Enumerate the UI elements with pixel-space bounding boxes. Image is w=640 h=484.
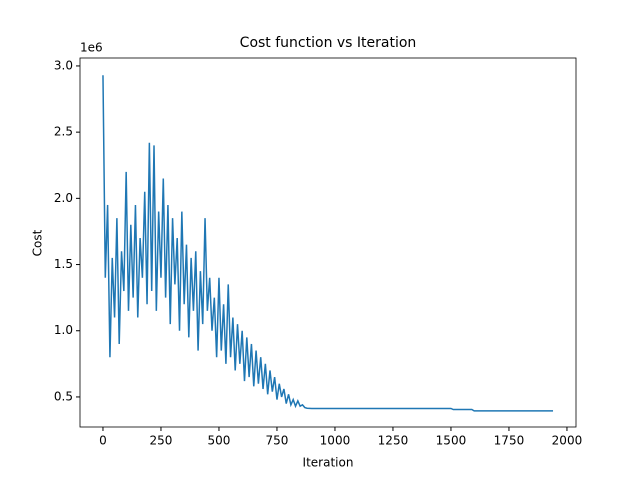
y-axis-label: Cost	[31, 229, 45, 256]
plot-frame	[79, 57, 577, 428]
x-tick-label: 500	[208, 434, 231, 448]
x-tick-label: 750	[266, 434, 289, 448]
y-offset-label: 1e6	[80, 41, 103, 55]
y-tick-label: 1.0	[54, 323, 73, 337]
x-axis-label: Iteration	[303, 456, 354, 470]
y-tick-label: 2.5	[54, 125, 73, 139]
y-tick-label: 0.5	[54, 389, 73, 403]
y-tick-label: 1.5	[54, 257, 73, 271]
x-tick-label: 1500	[436, 434, 467, 448]
x-tick-label: 1750	[494, 434, 525, 448]
x-tick-label: 250	[150, 434, 173, 448]
y-tick-label: 2.0	[54, 191, 73, 205]
cost-line	[102, 75, 554, 412]
chart-title: Cost function vs Iteration	[240, 35, 417, 51]
x-tick-label: 1000	[320, 434, 351, 448]
x-tick-label: 1250	[378, 434, 409, 448]
x-tick-label: 0	[99, 434, 107, 448]
x-tick-label: 2000	[552, 434, 583, 448]
y-tick-label: 3.0	[54, 58, 73, 72]
